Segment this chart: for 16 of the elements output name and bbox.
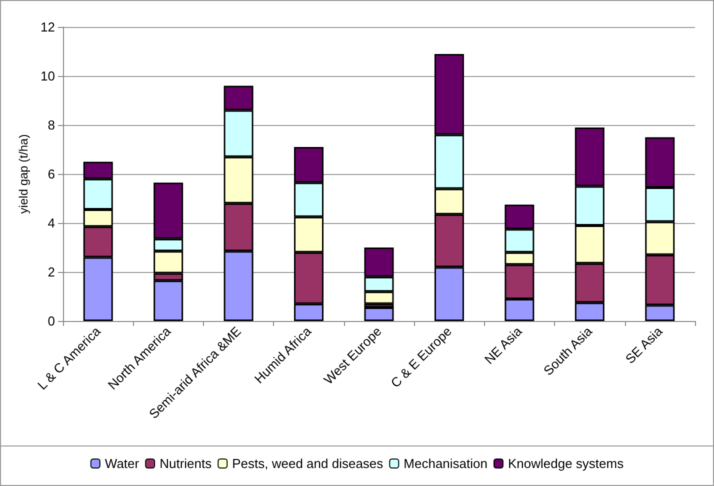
legend-label: Nutrients	[160, 456, 212, 471]
legend-label: Knowledge systems	[508, 456, 624, 471]
x-tick-label: NE Asia	[481, 323, 526, 367]
y-tick-label: 2	[48, 264, 55, 280]
y-tick-label: 6	[48, 166, 55, 182]
legend-label: Water	[104, 456, 140, 471]
y-axis-title: yield gap (t/ha)	[16, 134, 31, 214]
bar	[364, 308, 394, 321]
legend-label: Pests, weed and diseases	[232, 456, 384, 471]
legend-label: Mechanisation	[404, 456, 488, 471]
y-tick-label: 10	[40, 68, 55, 84]
x-tick-label: SE Asia	[622, 323, 666, 366]
y-tick-label: 4	[48, 216, 55, 230]
y-tick-label: 8	[48, 118, 55, 132]
y-tick-label: 12	[40, 20, 55, 34]
y-tick-label: 0	[48, 314, 55, 328]
